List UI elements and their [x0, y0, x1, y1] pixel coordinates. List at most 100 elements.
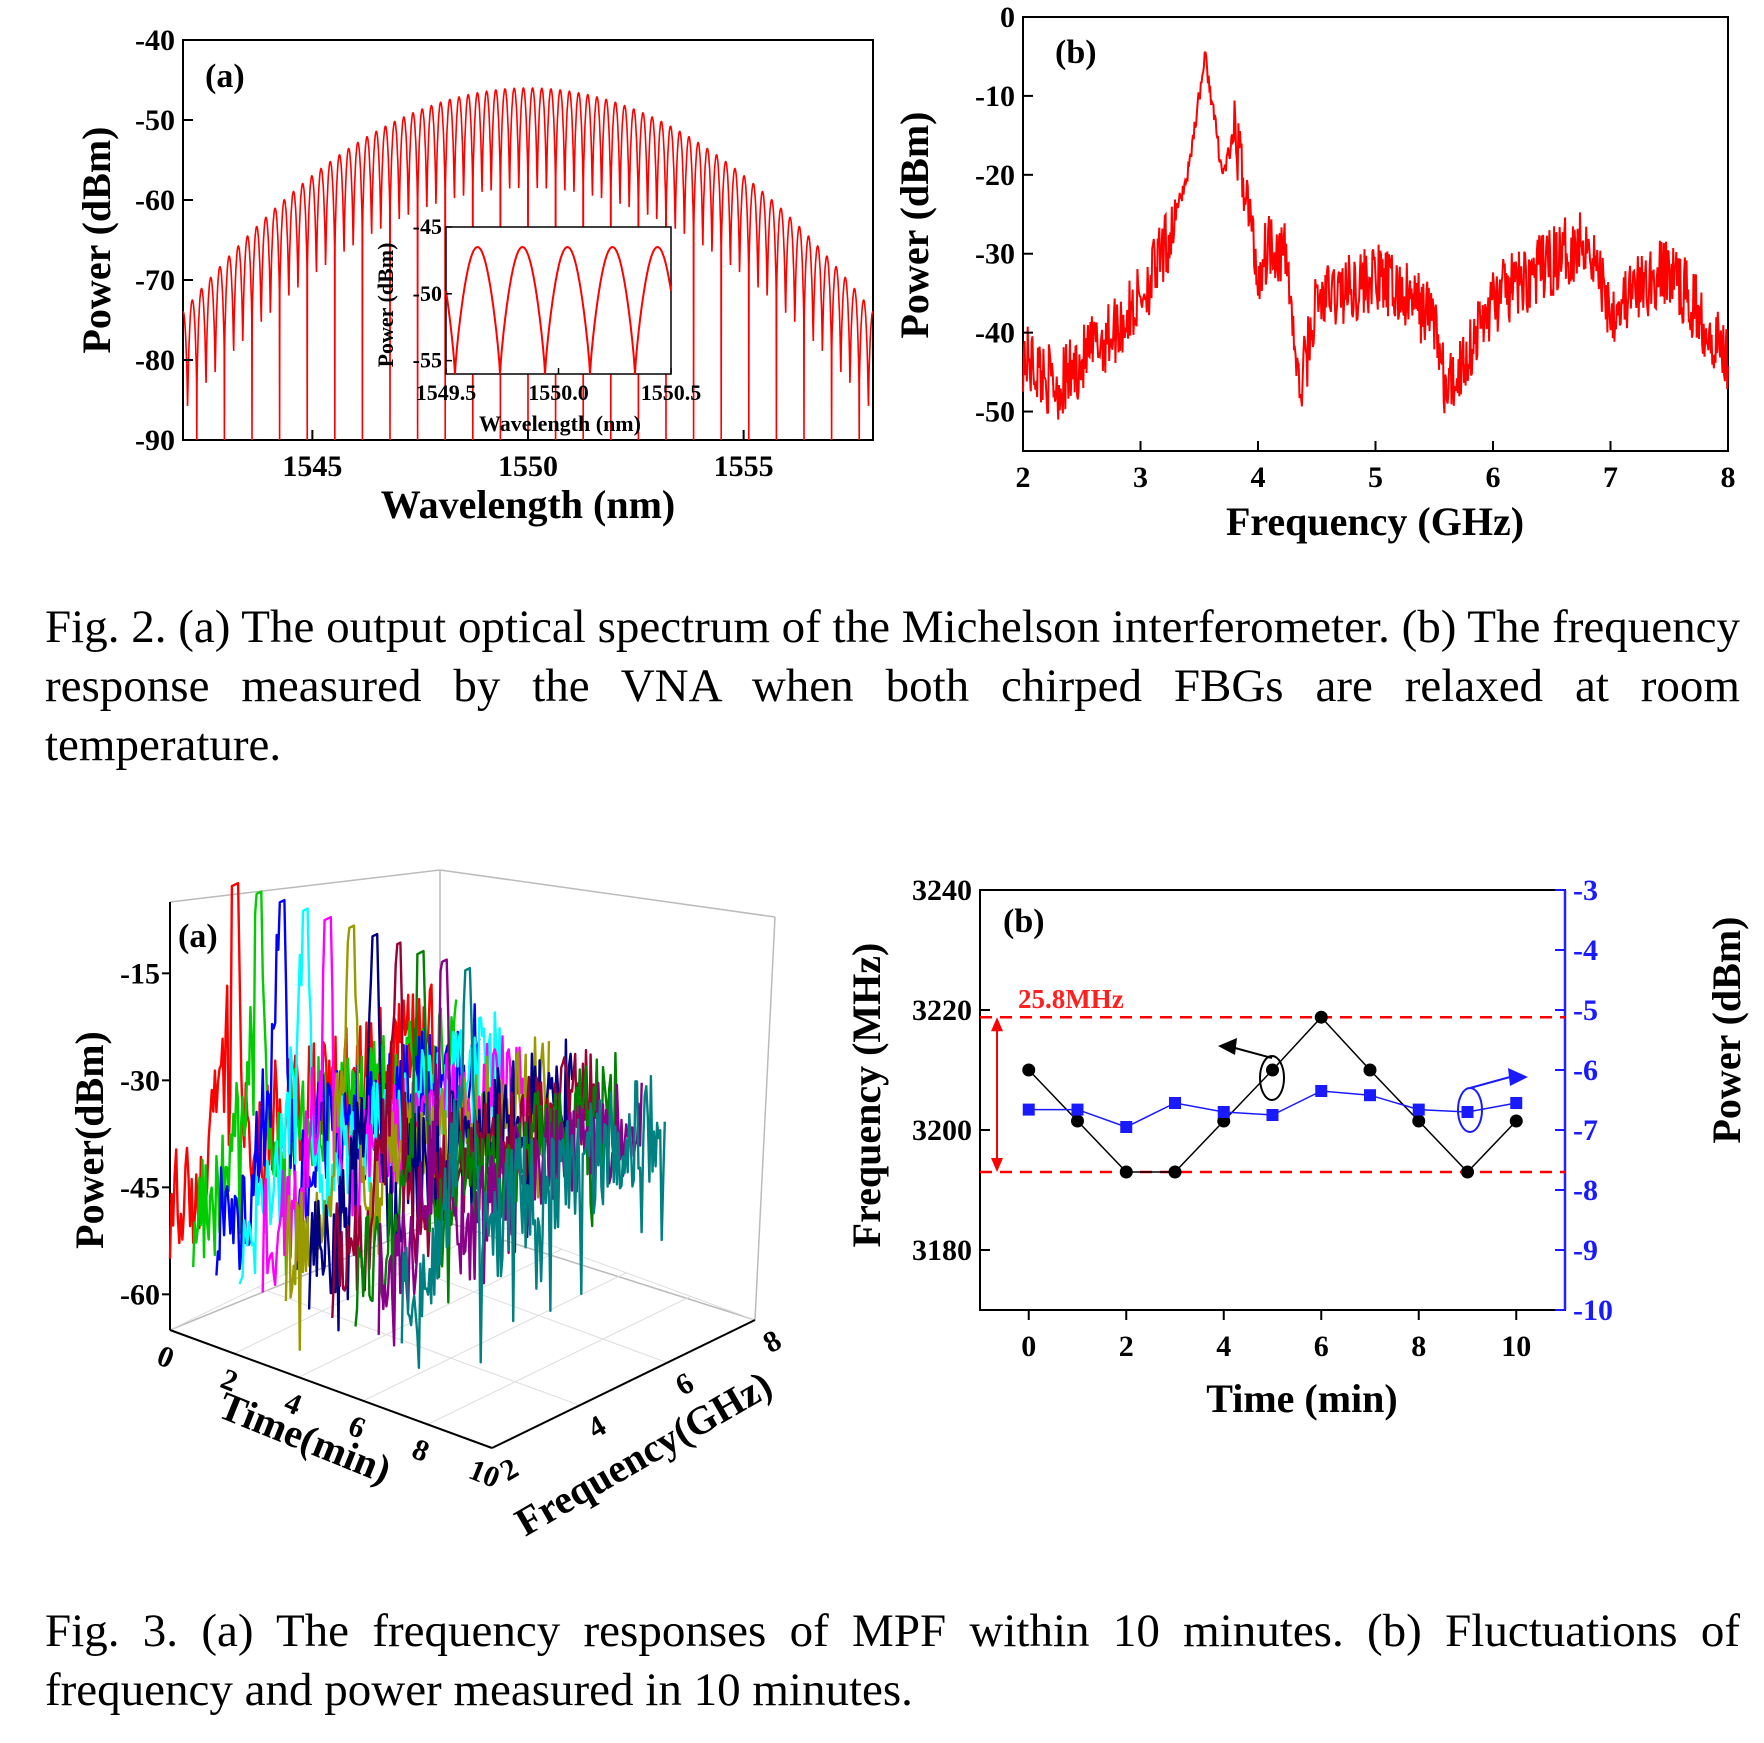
fig2b-y-tick-label: -10	[975, 80, 1015, 113]
fig3b-x-tick-label: 0	[1021, 1330, 1036, 1363]
fig2b-x-tick-label: 7	[1603, 461, 1618, 494]
fig2a-y-label: Power (dBm)	[74, 127, 119, 354]
fig3b-panel-label: (b)	[1003, 903, 1045, 940]
fig3a-power-tick-label: -60	[120, 1278, 160, 1311]
fig3a-series-trace	[400, 966, 666, 1369]
fig3b-left-tick-label: 3220	[912, 994, 972, 1027]
fig3a-time-tick-label: 8	[407, 1433, 433, 1469]
fig2b-x-tick-label: 5	[1368, 461, 1383, 494]
fig2b-x-tick-label: 6	[1486, 461, 1501, 494]
fig3b-power-point	[1022, 1103, 1035, 1116]
fig2a-inset-y-tick-label: -45	[413, 214, 442, 239]
fig3b-right-ticks: -3 -4 -5 -6 -7 -8 -9 -10	[1555, 874, 1613, 1327]
fig3b-power-point	[1364, 1089, 1376, 1102]
fig3b-left-tick-label: 3180	[912, 1234, 972, 1267]
fig3a-x-label: Time(min)	[213, 1383, 398, 1493]
fig3a-freq-axis	[491, 1319, 756, 1449]
fig2b-y-tick-label: -30	[975, 238, 1015, 271]
fig3b-power-series	[1022, 1085, 1523, 1133]
fig3a-frequency-tick-label: 4	[582, 1409, 611, 1445]
fig2b-x-tick-label: 3	[1133, 461, 1148, 494]
fig2b-chart: (b) 0 -10 -20 -30 -40 -50 2 3 4 5 6 7 8 Frequency (…	[892, 1, 1736, 544]
fig3-caption: Fig. 3. (a) The frequency responses of M…	[45, 1605, 1740, 1716]
fig3b-power-point	[1217, 1106, 1230, 1118]
fig2a-x-ticks: 1545 1550 1555	[282, 430, 774, 483]
fig3b-power-point	[1120, 1121, 1133, 1133]
fig2b-x-ticks: 2 3 4 5 6 7 8	[1016, 441, 1736, 494]
fig3b-frequency-point	[1363, 1063, 1377, 1077]
fig3b-power-point	[1169, 1097, 1181, 1109]
fig2b-y-tick-label: -20	[975, 159, 1015, 192]
fig2b-y-tick-label: 0	[1000, 1, 1015, 34]
fig2a-inset-x-label: Wavelength (nm)	[479, 411, 641, 436]
fig3a-power-tick-label: -45	[120, 1171, 160, 1204]
fig3a-panel-label: (a)	[178, 918, 218, 955]
fig2b-y-ticks: 0 -10 -20 -30 -40 -50	[975, 1, 1033, 429]
fig3a-z-label: Power(dBm)	[67, 1031, 112, 1249]
fig3b-frequency-series	[1022, 1010, 1523, 1179]
fig2b-x-tick-label: 8	[1721, 461, 1736, 494]
fig2a-panel-label: (a)	[205, 58, 245, 95]
fig3b-power-point	[1461, 1106, 1474, 1118]
fig2b-x-tick-label: 2	[1016, 461, 1031, 494]
fig3b-right-tick-label: -4	[1573, 934, 1598, 967]
fig2b-x-label: Frequency (GHz)	[1226, 499, 1524, 544]
fig2a-y-tick-label: -90	[135, 424, 175, 457]
fig3b-x-ticks: 0 2 4 6 8 10	[1021, 1310, 1531, 1363]
fig3b-right-tick-label: -8	[1573, 1174, 1598, 1207]
fig2b-panel-label: (b)	[1055, 34, 1097, 71]
fig3a-grid-line	[427, 1295, 691, 1425]
fig3b-frequency-point	[1022, 1063, 1036, 1077]
fig2a-inset-x-tick-label: 1550.0	[528, 380, 589, 405]
fig3b-left-tick-label: 3200	[912, 1114, 972, 1147]
fig3b-left-ticks: 3240 3220 3200 3180	[912, 874, 990, 1267]
fig3b-right-tick-label: -10	[1573, 1294, 1613, 1327]
fig3b-right-tick-label: -9	[1573, 1234, 1598, 1267]
fig2a-x-tick-label: 1555	[714, 450, 774, 483]
fig3b-frequency-point	[1412, 1114, 1426, 1128]
fig2a-x-label: Wavelength (nm)	[381, 482, 675, 527]
fig3a-time-axis	[169, 1329, 493, 1449]
fig3b-frequency-point	[1266, 1063, 1279, 1077]
fig3b-span-arrowhead-top	[991, 1017, 1003, 1032]
fig2a-y-tick-label: -40	[135, 24, 175, 57]
fig2b-plot-frame	[1022, 16, 1729, 452]
fig2b-data-line	[1022, 51, 1729, 420]
fig3b-y-label-right: Power (dBm)	[1704, 917, 1749, 1144]
fig3b-frequency-point	[1119, 1165, 1133, 1179]
fig2a-inset-y-label: Power (dBm)	[373, 243, 398, 368]
fig2b-y-label: Power (dBm)	[892, 112, 937, 339]
fig3a-grid-line	[298, 1248, 563, 1378]
fig2a-inset-line	[445, 245, 672, 375]
fig2a-inset-x-tick-label: 1549.5	[416, 380, 477, 405]
fig2a-inset-x-ticks: 1549.5 1550.0 1550.5	[416, 368, 702, 405]
fig3b-x-label: Time (min)	[1206, 1376, 1397, 1421]
fig2a-inset-y-tick-label: -55	[413, 348, 442, 373]
fig2-caption: Fig. 2. (a) The output optical spectrum …	[45, 601, 1740, 771]
fig3b-right-tick-label: -5	[1573, 994, 1598, 1027]
fig3b-right-tick-label: -3	[1573, 874, 1598, 907]
fig3a-power-tick-label: -30	[120, 1064, 160, 1097]
fig3a-power-tick-label: -15	[120, 957, 160, 990]
fig3a-frequency-tick-label: 8	[758, 1324, 787, 1360]
fig3b-y-label-left: Frequency (MHz)	[844, 943, 889, 1248]
fig2a-y-tick-label: -50	[135, 104, 175, 137]
fig3b-power-point	[1071, 1103, 1084, 1116]
fig3a-data-series	[168, 881, 666, 1369]
fig2a-inset-x-tick-label: 1550.5	[641, 380, 702, 405]
fig3b-frequency-point	[1168, 1165, 1182, 1179]
fig3b-power-point	[1412, 1103, 1425, 1116]
fig3b-right-tick-label: -6	[1573, 1054, 1598, 1087]
fig2a-inset-y-tick-label: -50	[413, 281, 442, 306]
fig3b-arrow-annotations	[1218, 1038, 1528, 1133]
fig3b-frequency-point	[1509, 1114, 1523, 1128]
fig3b-power-point	[1510, 1097, 1523, 1109]
fig2a-inset-y-ticks: -45 -50 -55	[413, 214, 452, 373]
fig2a-x-tick-label: 1550	[498, 450, 558, 483]
fig3b-left-tick-label: 3240	[912, 874, 972, 907]
fig2a-y-tick-label: -80	[135, 344, 175, 377]
fig2a-chart: (a) -40 -50 -60 -70 -80 -90 1545 1550 1555 Wave…	[74, 24, 874, 527]
fig3b-x-tick-label: 2	[1119, 1330, 1134, 1363]
